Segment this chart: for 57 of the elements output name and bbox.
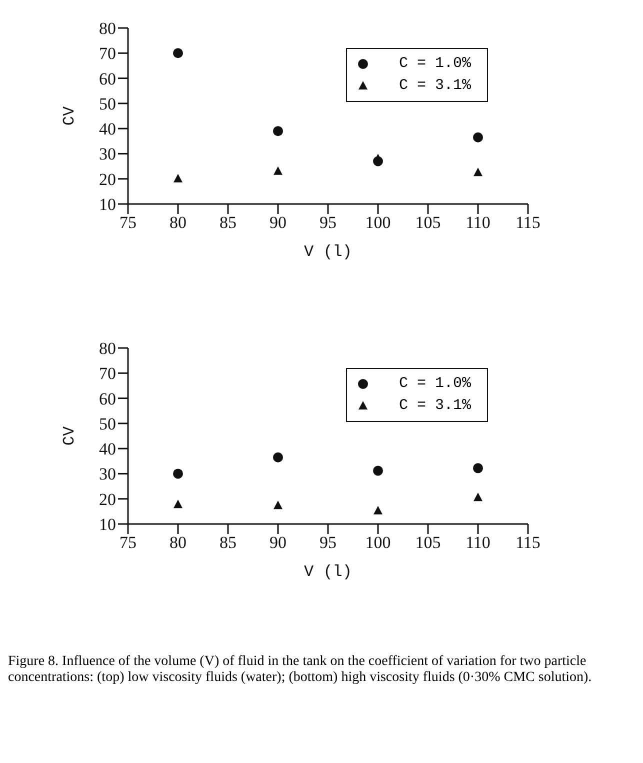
point [174, 500, 182, 508]
x-tick-label: 85 [220, 533, 236, 552]
y-tick-label: 50 [99, 94, 116, 114]
y-axis-title: CV [60, 106, 79, 126]
point [373, 466, 383, 476]
x-tick-label: 95 [320, 213, 336, 232]
point [273, 452, 283, 462]
y-tick-label: 70 [99, 44, 116, 64]
legend-label: C = 3.1% [398, 396, 471, 416]
point [173, 48, 183, 58]
x-tick-label: 95 [320, 533, 336, 552]
x-axis-title: V (l) [304, 563, 352, 581]
x-tick-label: 75 [120, 533, 136, 552]
y-axis-title: CV [60, 426, 79, 446]
point [474, 492, 482, 502]
x-tick-label: 110 [466, 533, 490, 552]
y-tick-label: 30 [99, 464, 116, 484]
point [473, 463, 483, 474]
y-tick-label: 40 [99, 440, 116, 459]
point [174, 174, 182, 182]
x-tick-label: 90 [270, 533, 286, 552]
legend-label: C = 1.0% [398, 54, 471, 74]
point [274, 166, 282, 175]
x-tick-label: 105 [415, 213, 441, 232]
y-tick-label: 80 [99, 19, 116, 38]
x-axis-title: V (l) [304, 243, 352, 261]
x-tick-label: 115 [516, 213, 540, 232]
x-tick-label: 75 [120, 213, 136, 232]
x-tick-label: 85 [220, 213, 236, 232]
point [374, 506, 382, 514]
y-tick-label: 80 [99, 339, 116, 358]
x-tick-label: 110 [466, 213, 490, 232]
y-tick-label: 10 [99, 515, 116, 534]
legend-label: C = 1.0% [398, 374, 471, 394]
point [274, 500, 282, 510]
y-tick-label: 50 [99, 414, 116, 434]
y-tick-label: 20 [99, 170, 116, 189]
point [173, 468, 183, 479]
x-tick-label: 80 [170, 533, 186, 552]
caption: Figure 8. Influence of the volume (V) of fluid in the tank on the coefficient of variation for two particle concentrations: (top) low viscosity fluids (water); (bottom) high viscosity fluids (0·30% CMC solution). [8, 654, 593, 686]
y-tick-label: 70 [99, 364, 116, 384]
x-tick-label: 115 [516, 533, 540, 552]
y-tick-label: 60 [99, 69, 116, 88]
x-tick-label: 100 [365, 213, 391, 232]
y-tick-label: 10 [99, 195, 116, 214]
point [273, 126, 283, 136]
x-tick-label: 80 [170, 213, 186, 232]
y-tick-label: 20 [99, 490, 116, 509]
point [473, 132, 483, 142]
legend-label: C = 3.1% [398, 76, 471, 96]
x-tick-label: 105 [415, 533, 441, 552]
y-tick-label: 40 [99, 120, 116, 139]
y-tick-label: 60 [99, 389, 116, 408]
x-tick-label: 90 [270, 213, 286, 232]
y-tick-label: 30 [99, 144, 116, 164]
point [474, 168, 482, 176]
x-tick-label: 100 [365, 533, 391, 552]
